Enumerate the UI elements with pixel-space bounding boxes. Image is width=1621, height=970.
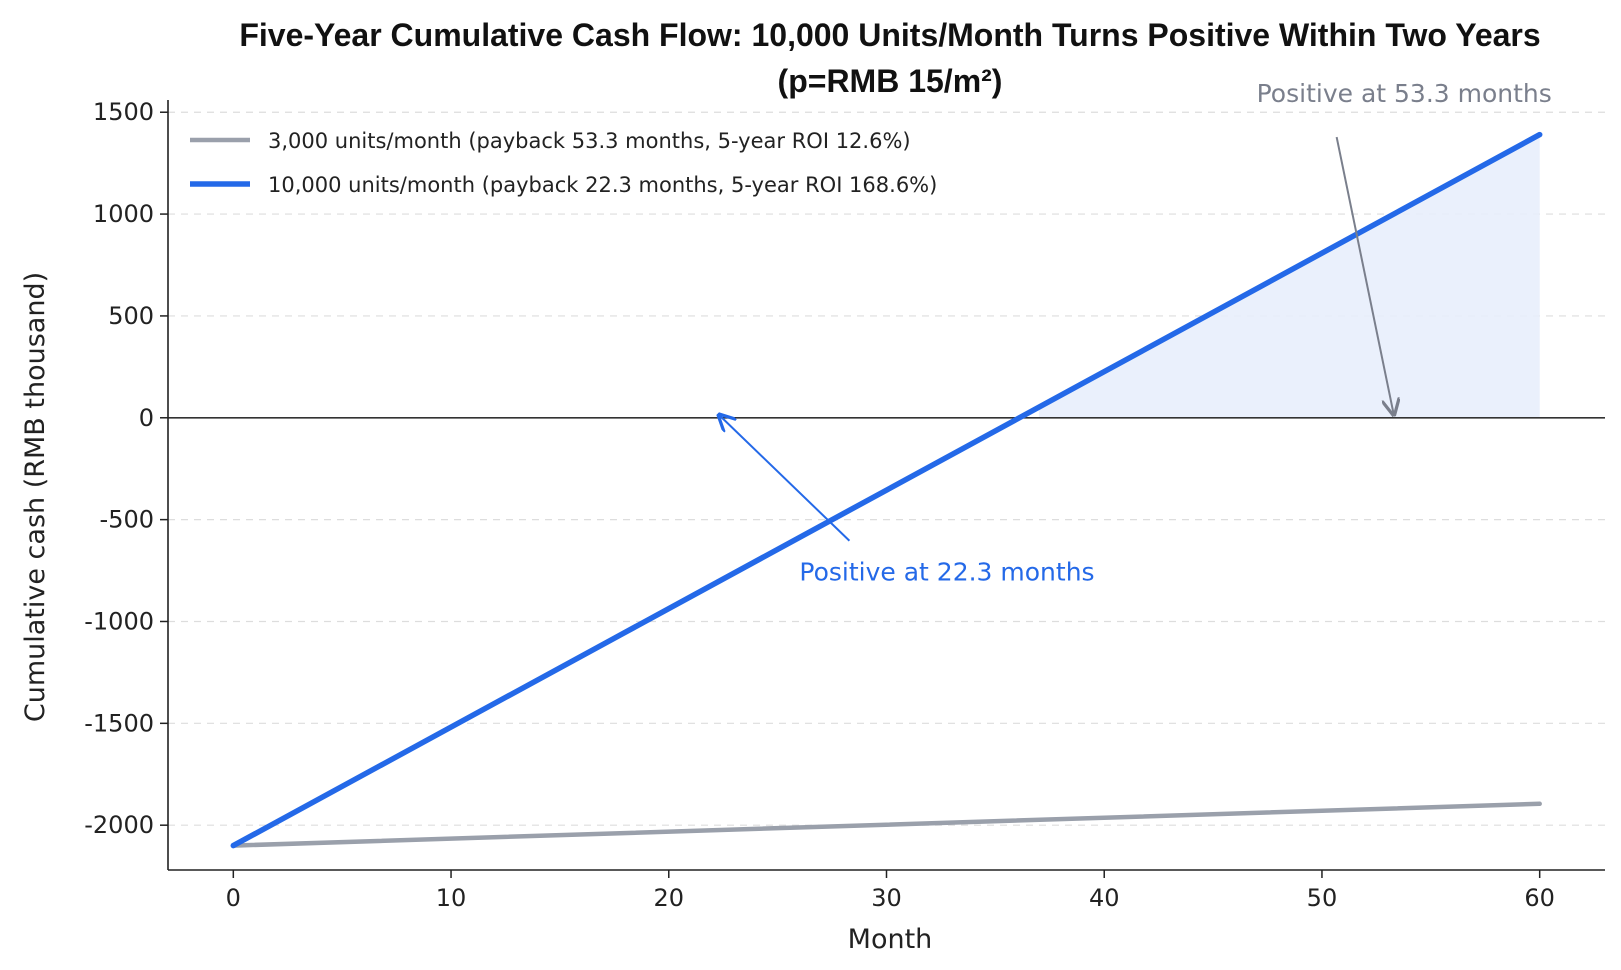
legend: 3,000 units/month (payback 53.3 months, … [190,129,937,197]
x-tick-label-30: 30 [871,884,902,912]
chart-subtitle: (p=RMB 15/m²) [778,63,1003,99]
y-tick-label--2000: -2000 [84,811,154,839]
legend-label-1: 3,000 units/month (payback 53.3 months, … [268,129,911,153]
annotation-arrow-2 [1335,136,1394,415]
x-tick-label-50: 50 [1307,884,1338,912]
x-tick-label-0: 0 [226,884,241,912]
series-line-2 [230,131,1543,849]
legend-label-2: 10,000 units/month (payback 22.3 months,… [268,173,937,197]
axes: 0 10 20 30 40 50 60 -2000 -1500 -1000 -500 0 500 1000… [84,98,1605,912]
x-tick-label-40: 40 [1089,884,1120,912]
series-line-1 [231,801,1542,848]
x-tick-label-10: 10 [436,884,467,912]
chart-title: Five-Year Cumulative Cash Flow: 10,000 U… [239,17,1540,53]
y-tick-label-1000: 1000 [93,200,154,228]
y-tick-label-0: 0 [139,404,154,432]
grid-lines [168,111,1605,826]
x-tick-label-20: 20 [653,884,684,912]
annotation-text-1: Positive at 22.3 months [799,558,1094,587]
annotation-arrow-1 [719,415,851,542]
annotation-text-2: Positive at 53.3 months [1257,79,1552,108]
annotations: Positive at 22.3 months Positive at 53.3 … [719,79,1552,587]
y-axis-label: Cumulative cash (RMB thousand) [20,272,51,722]
x-axis-label: Month [848,924,933,955]
y-tick-label--1500: -1500 [84,709,154,737]
x-tick-label-60: 60 [1524,884,1555,912]
y-tick-label-500: 500 [108,302,154,330]
y-tick-label--500: -500 [100,506,154,534]
y-tick-label--1000: -1000 [84,607,154,635]
series-lines [230,131,1543,849]
y-tick-label-1500: 1500 [93,98,154,126]
